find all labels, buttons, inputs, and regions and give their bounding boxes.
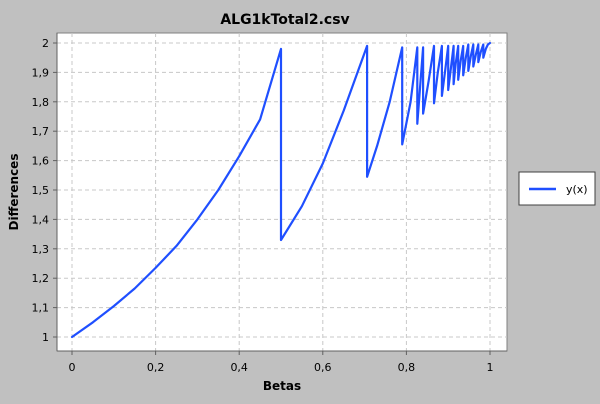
y-tick-label: 1,8 <box>32 96 50 109</box>
series-group <box>70 41 492 339</box>
legend: y(x) <box>518 171 596 206</box>
x-tick-label: 0 <box>69 361 76 374</box>
y-tick-label: 1,6 <box>32 155 50 168</box>
y-tick-label: 1,9 <box>32 66 50 79</box>
x-tick-label: 0,4 <box>230 361 248 374</box>
legend-label: y(x) <box>566 183 588 196</box>
y-tick-label: 1,5 <box>32 184 50 197</box>
y-tick-label: 2 <box>42 37 49 50</box>
axes <box>53 33 507 355</box>
x-tick-label: 0,2 <box>147 361 165 374</box>
chart-title: ALG1kTotal2.csv <box>220 12 349 28</box>
x-tick-label: 0,6 <box>314 361 332 374</box>
y-axis-label: Differences <box>7 154 21 231</box>
x-tick-label: 1 <box>487 361 494 374</box>
y-tick-label: 1 <box>42 331 49 344</box>
y-tick-label: 1,2 <box>32 272 50 285</box>
tick-labels: 0 0,2 0,4 0,6 0,8 1 1 1,1 1,2 1,3 1,4 1,5 1,6 1,7 1,8 1… <box>32 37 494 374</box>
x-axis-label: Betas <box>263 379 301 393</box>
series-line <box>70 41 492 339</box>
x-tick-label: 0,8 <box>398 361 416 374</box>
y-tick-label: 1,7 <box>32 125 50 138</box>
y-tick-label: 1,1 <box>32 302 50 315</box>
y-tick-label: 1,4 <box>32 213 50 226</box>
y-tick-label: 1,3 <box>32 243 50 256</box>
